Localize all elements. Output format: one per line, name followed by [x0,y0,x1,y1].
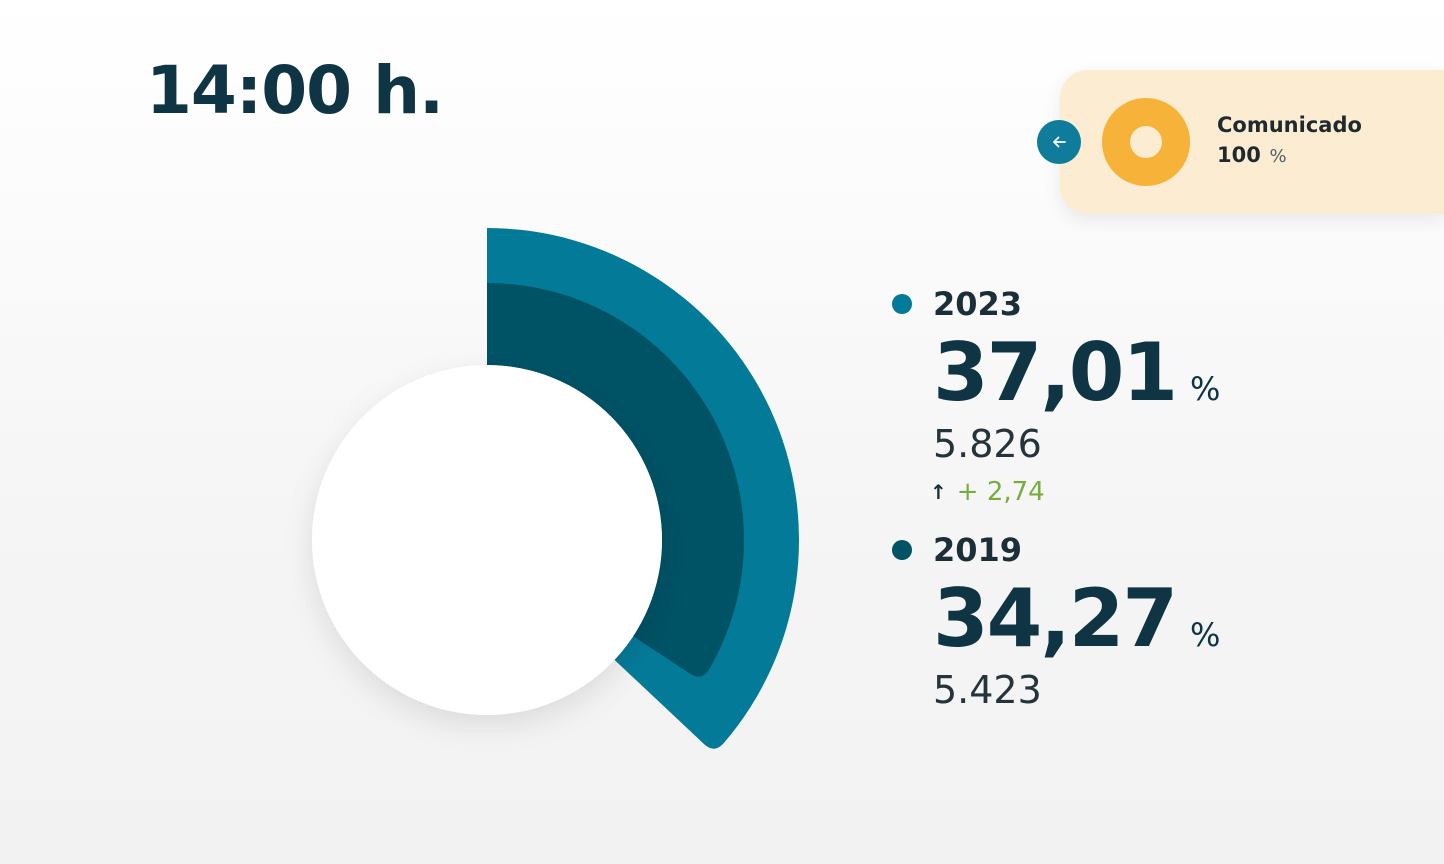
series-2023-header: 2023 [892,282,1292,326]
back-button[interactable] [1037,120,1081,164]
series-2019-header: 2019 [892,528,1292,572]
series-2019-percent: 34,27 [933,572,1178,665]
arrow-left-icon [1053,136,1066,148]
reported-label: Comunicado [1217,113,1362,137]
time-title: 14:00 h. [146,52,444,129]
series-2023: 2023 37,01 % 5.826 ↑ + 2,74 [892,282,1292,512]
series-2019: 2019 34,27 % 5.423 [892,528,1292,718]
series-2023-count: 5.826 [933,422,1042,466]
reported-value-row: 100 % [1217,142,1362,169]
series-2023-dot [892,294,912,314]
participation-donut-chart [312,228,799,749]
arrow-up-icon: ↑ [930,480,947,504]
donut-center [312,365,662,715]
series-2023-percent-row: 37,01 % [933,326,1292,419]
reported-progress-ring [1102,98,1190,186]
series-2023-year: 2023 [933,285,1023,323]
series-2019-percent-unit: % [1190,616,1221,654]
donut-arc-2019 [487,283,744,677]
reported-value: 100 [1217,143,1261,168]
series-2023-delta: ↑ + 2,74 [930,472,1292,512]
series-2023-delta-value: + 2,74 [956,477,1045,507]
series-2019-count: 5.423 [933,668,1042,712]
series-2023-percent-unit: % [1190,370,1221,408]
series-2019-percent-row: 34,27 % [933,572,1292,665]
series-2019-year: 2019 [933,531,1023,569]
reported-unit: % [1269,146,1287,168]
series-2023-percent: 37,01 [933,326,1178,419]
legend: 2023 37,01 % 5.826 ↑ + 2,74 2019 34,27 %… [892,282,1292,718]
series-2019-dot [892,540,912,560]
reported-text: Comunicado 100 % [1217,112,1362,169]
